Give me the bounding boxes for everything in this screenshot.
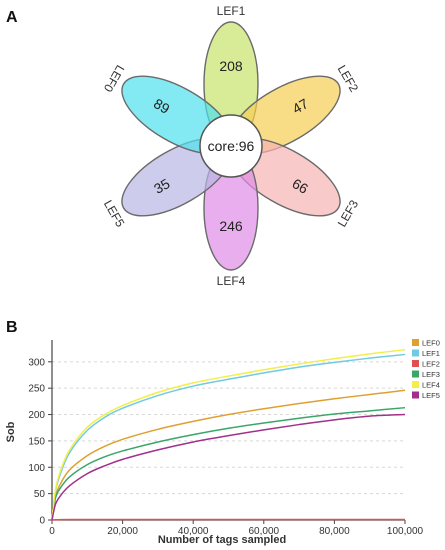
legend-swatch-lef1 [412, 349, 419, 357]
y-tick-label: 50 [34, 489, 46, 500]
y-tick-label: 100 [28, 463, 45, 474]
plot-axes: 0 50 100 150 200 250 300 0 20,000 40,000 60,000 80,… [28, 340, 424, 537]
legend-label-lef4: LEF4 [422, 381, 440, 390]
x-tick-label: 60,000 [249, 526, 280, 537]
venn-value-lef0: 89 [151, 95, 173, 117]
venn-value-lef3: 66 [290, 175, 312, 197]
legend-swatch-lef3 [412, 370, 419, 378]
x-tick-label: 40,000 [178, 526, 209, 537]
legend-label-lef2: LEF2 [422, 360, 440, 369]
x-tick-label: 100,000 [387, 526, 424, 537]
legend-label-lef3: LEF3 [422, 370, 440, 379]
venn-set-label-lef4: LEF4 [217, 274, 246, 288]
y-axis-label: Sob [5, 421, 17, 442]
y-tick-label: 150 [28, 436, 45, 447]
venn-value-lef2: 47 [290, 95, 312, 117]
x-axis-label: Number of tags sampled [158, 534, 286, 546]
plot-series [51, 348, 406, 521]
series-line-lef0 [51, 389, 406, 521]
series-line-lef1 [51, 353, 406, 521]
series-line-lef5 [51, 413, 406, 521]
y-tick-label: 250 [28, 384, 45, 395]
legend-swatch-lef0 [412, 339, 419, 346]
y-tick-label: 0 [39, 516, 45, 527]
y-tick-label: 300 [28, 357, 45, 368]
series-line-lef2 [51, 518, 405, 521]
y-tick-label: 200 [28, 410, 45, 421]
legend-label-lef5: LEF5 [422, 391, 440, 400]
legend-swatch-lef4 [412, 381, 419, 388]
legend-swatch-lef2 [412, 360, 419, 367]
x-tick-label: 20,000 [107, 526, 138, 537]
venn-core-label: core:96 [208, 138, 255, 154]
series-line-lef3 [51, 406, 406, 521]
venn-value-lef4: 246 [219, 218, 243, 234]
series-line-lef4 [51, 348, 406, 521]
venn-core-circle [199, 114, 263, 178]
legend-label-lef1: LEF1 [422, 349, 440, 358]
panel-a-label: A [6, 9, 18, 26]
x-tick-label: 80,000 [319, 526, 350, 537]
x-tick-label: 0 [49, 526, 55, 537]
legend-swatch-lef5 [412, 391, 419, 399]
venn-value-lef1: 208 [219, 58, 243, 74]
venn-value-lef5: 35 [151, 175, 173, 197]
venn-set-label-lef1: LEF1 [217, 4, 246, 18]
legend-label-lef0: LEF0 [422, 339, 440, 348]
panel-b-label: B [6, 319, 18, 336]
